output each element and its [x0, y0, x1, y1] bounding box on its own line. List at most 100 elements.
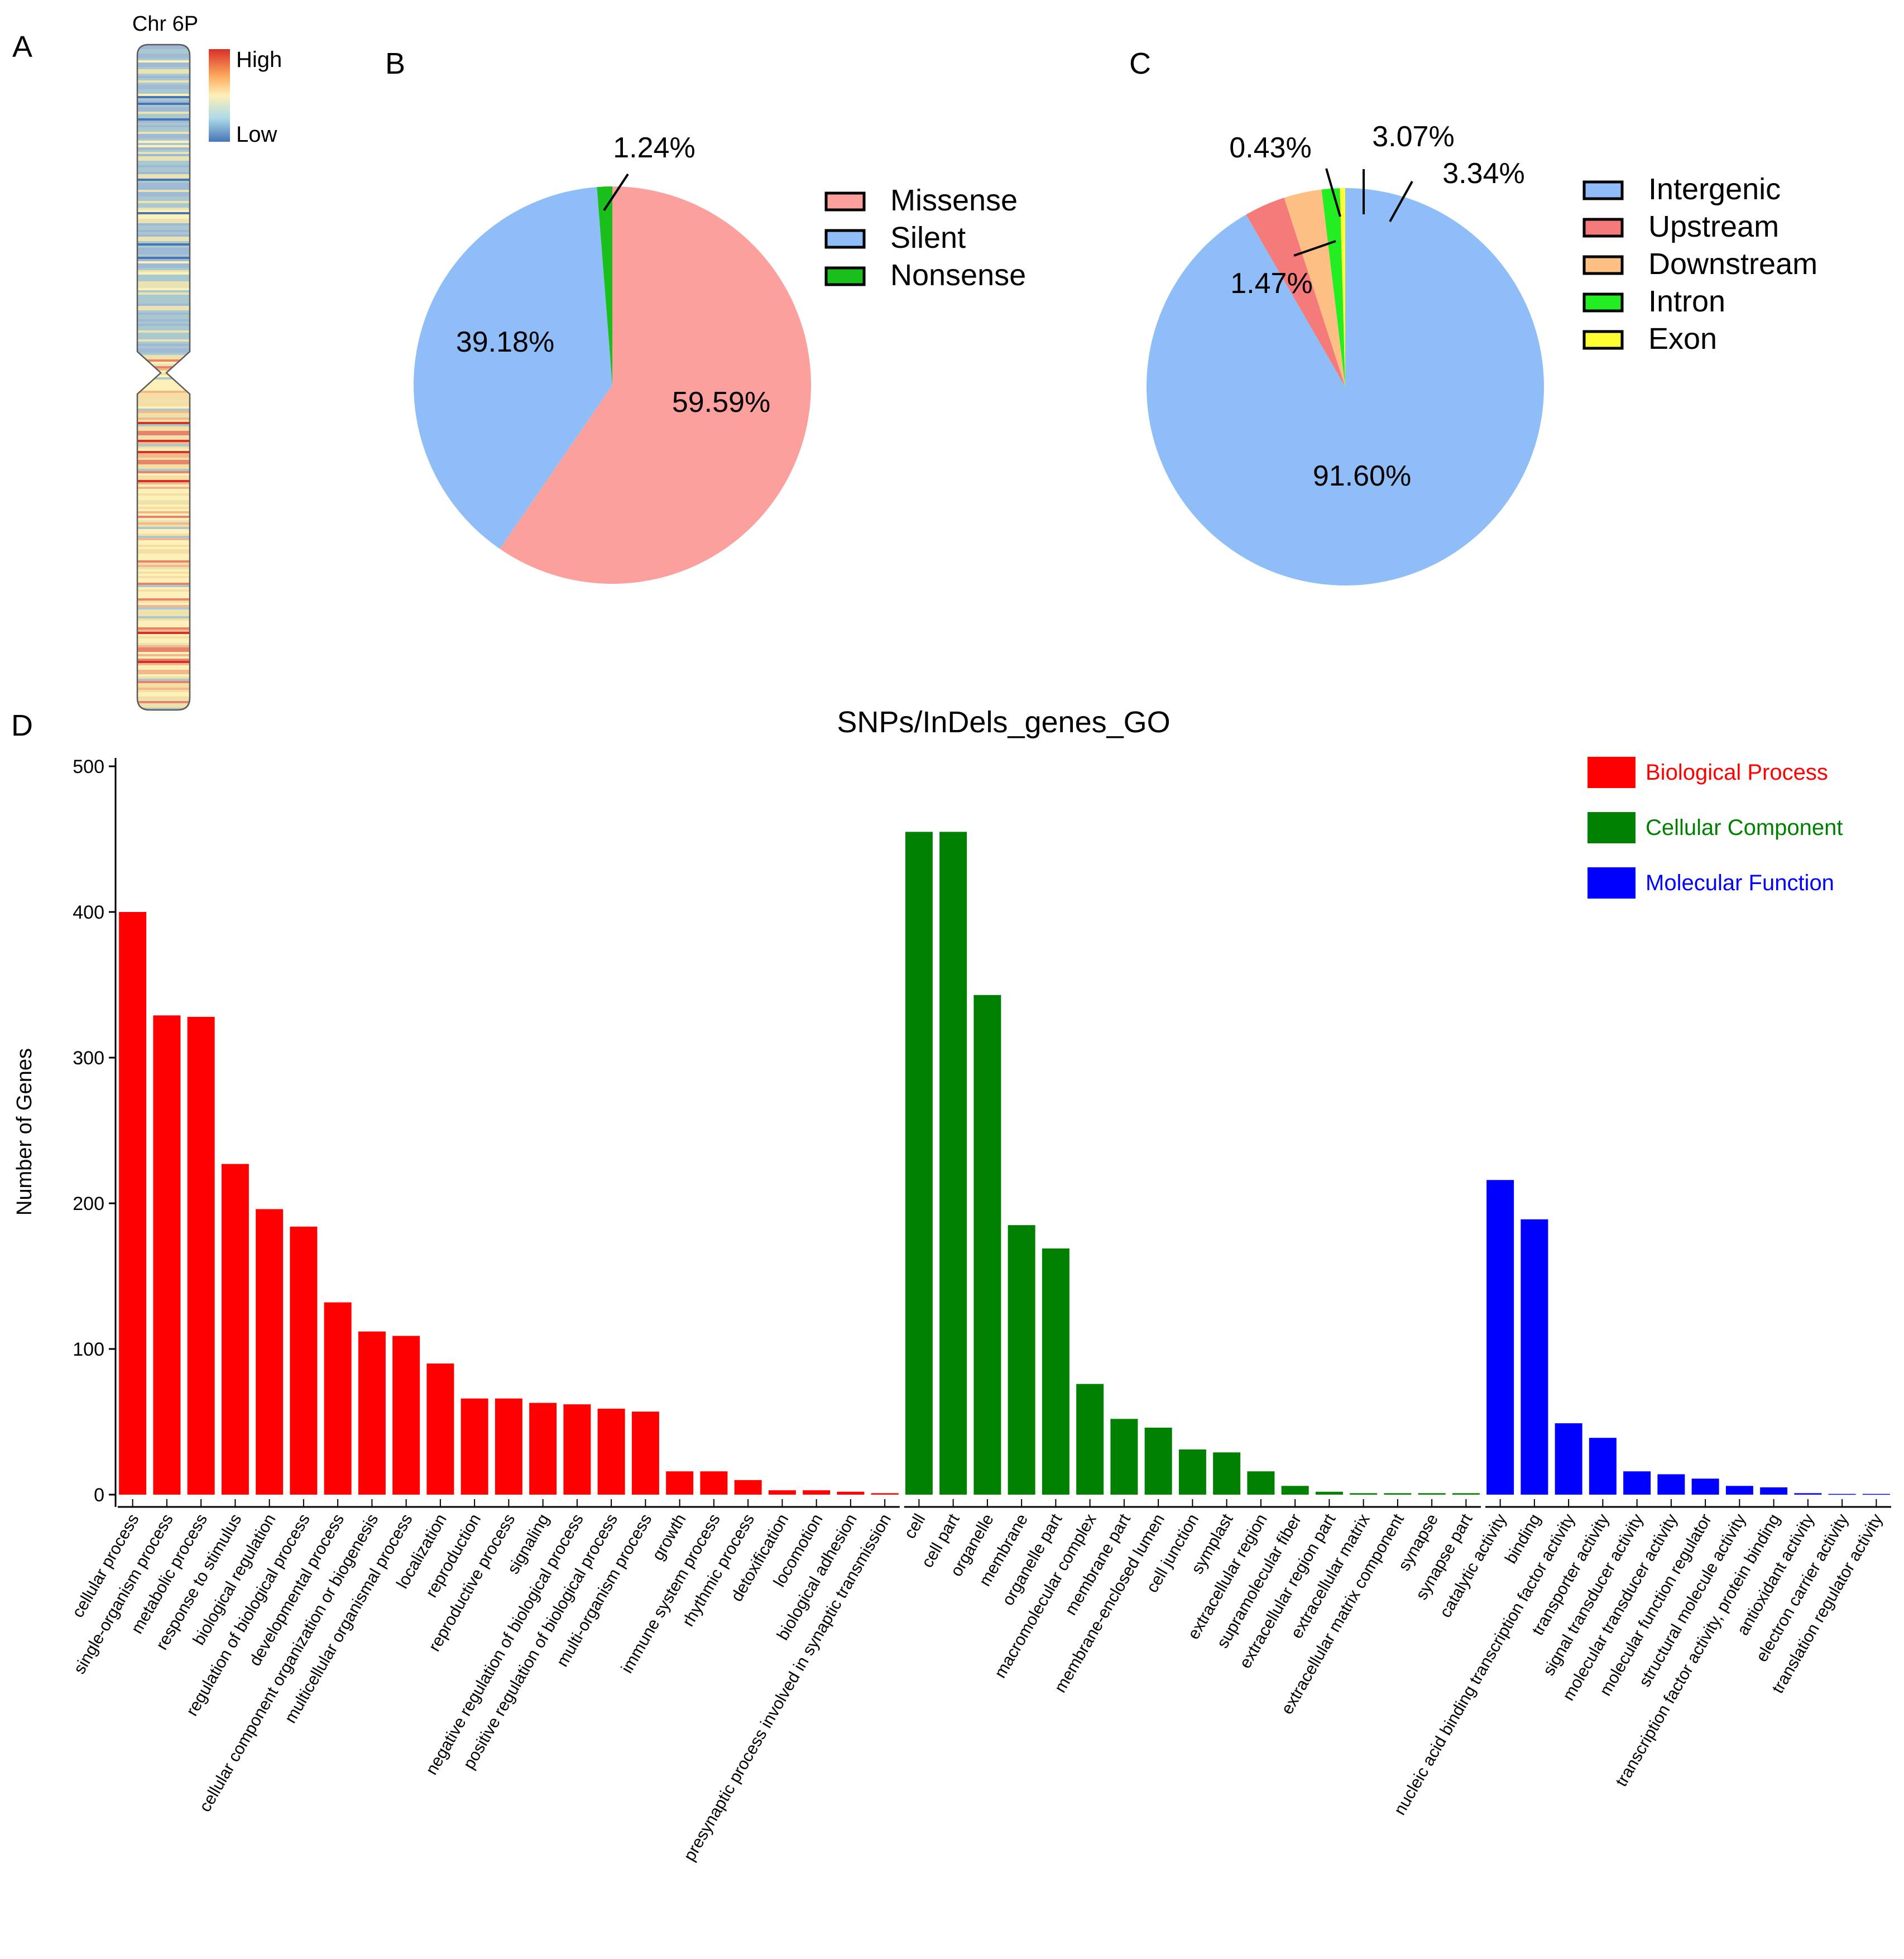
chromosome-band	[137, 330, 190, 333]
chromosome-band	[137, 335, 190, 338]
chromosome-band	[137, 527, 190, 530]
chromosome-band	[137, 482, 190, 485]
chromosome-band	[137, 181, 190, 184]
chromosome-band	[137, 188, 190, 190]
chromosome-band	[137, 536, 190, 539]
bar	[1350, 1493, 1378, 1495]
chromosome-band	[137, 299, 190, 302]
chromosome-band	[137, 480, 190, 483]
bar	[973, 995, 1001, 1495]
legend-swatch-molecular-function	[1588, 867, 1636, 899]
chromosome-band	[137, 679, 190, 681]
chromosome-band	[137, 451, 190, 454]
chromosome-band	[137, 125, 190, 128]
chromosome-band	[137, 565, 190, 568]
chromosome-band	[137, 87, 190, 90]
chromosome-band	[137, 179, 190, 181]
chromosome-band	[137, 279, 190, 282]
chromosome-band	[137, 310, 190, 313]
legend-swatch-upstream	[1582, 218, 1624, 238]
chromosome-band	[137, 47, 190, 50]
chromosome-band	[137, 194, 190, 197]
legend-swatch-downstream	[1582, 255, 1624, 275]
chromosome-band	[137, 288, 190, 291]
bar	[1794, 1493, 1822, 1495]
chromosome-band	[137, 156, 190, 159]
chromosome-band	[137, 183, 190, 186]
chromosome-band	[137, 380, 190, 382]
pie-leader-line	[1389, 181, 1413, 222]
chromosome-band	[137, 297, 190, 300]
chromosome-band	[137, 225, 190, 228]
bar	[1828, 1494, 1856, 1495]
chromosome-band	[137, 618, 190, 621]
chromosome-band	[137, 76, 190, 79]
chromosome-title: Chr 6P	[132, 12, 198, 36]
chromosome-band	[137, 587, 190, 590]
pie-slice-exon	[1340, 188, 1345, 387]
bar	[1725, 1486, 1753, 1495]
chromosome-band	[137, 643, 190, 646]
chromosome-band	[137, 417, 190, 420]
chromosome-band	[137, 281, 190, 284]
legend-label-molecular-function: Molecular Function	[1646, 871, 1834, 895]
bar	[939, 832, 967, 1495]
chromosome-band	[137, 83, 190, 85]
bar	[1042, 1248, 1069, 1495]
bar	[426, 1363, 454, 1495]
bar	[1486, 1180, 1514, 1495]
chromosome-band	[137, 116, 190, 119]
chromosome-band	[137, 614, 190, 617]
chromosome-band	[137, 433, 190, 436]
chromosome-band	[137, 266, 190, 268]
chromosome-band	[137, 542, 190, 545]
pie-label-nonsense: 1.24%	[613, 132, 695, 164]
chromosome-band	[137, 676, 190, 679]
chromosome-band	[137, 703, 190, 706]
pie-label-intron: 1.47%	[1230, 267, 1312, 300]
chromosome-band	[137, 205, 190, 208]
x-tick-label: cell	[900, 1511, 929, 1542]
chromosome-band	[137, 270, 190, 273]
chromosome-band	[137, 272, 190, 275]
chromosome-band	[137, 556, 190, 559]
chromosome-band	[137, 112, 190, 114]
pie-slice-nonsense	[597, 186, 612, 385]
chromosome-band	[137, 538, 190, 541]
bar	[1589, 1438, 1617, 1495]
chromosome-band	[137, 455, 190, 458]
bar	[905, 832, 933, 1495]
chromosome-band	[137, 45, 190, 47]
chromosome-band	[137, 397, 190, 400]
chromosome-band	[137, 393, 190, 396]
chromosome-band	[137, 603, 190, 606]
chromosome-band	[137, 551, 190, 554]
chromosome-band	[137, 487, 190, 489]
chromosome-band	[137, 596, 190, 599]
chromosome-band	[137, 554, 190, 556]
chromosome-band	[137, 284, 190, 286]
chromosome-band	[137, 496, 190, 498]
chromosome-band	[137, 685, 190, 688]
chromosome-band	[137, 627, 190, 630]
chromosome-band	[137, 210, 190, 213]
bar	[187, 1016, 215, 1495]
chromosome-band	[137, 121, 190, 123]
chromosome-band	[137, 373, 190, 376]
chromosome-band	[137, 350, 190, 353]
chromosome-band	[137, 659, 190, 661]
bar	[1110, 1419, 1138, 1495]
bar	[1862, 1494, 1890, 1495]
chromosome-band	[137, 612, 190, 614]
chromosome-band	[137, 382, 190, 385]
chromosome-band	[137, 431, 190, 434]
bar	[153, 1015, 181, 1495]
bar	[1657, 1474, 1685, 1495]
chromosome-band	[137, 170, 190, 172]
legend-swatch-nonsense	[824, 266, 866, 286]
chromosome-band	[137, 654, 190, 657]
chromosome-band	[137, 63, 190, 65]
y-tick-label: 200	[73, 1193, 104, 1214]
